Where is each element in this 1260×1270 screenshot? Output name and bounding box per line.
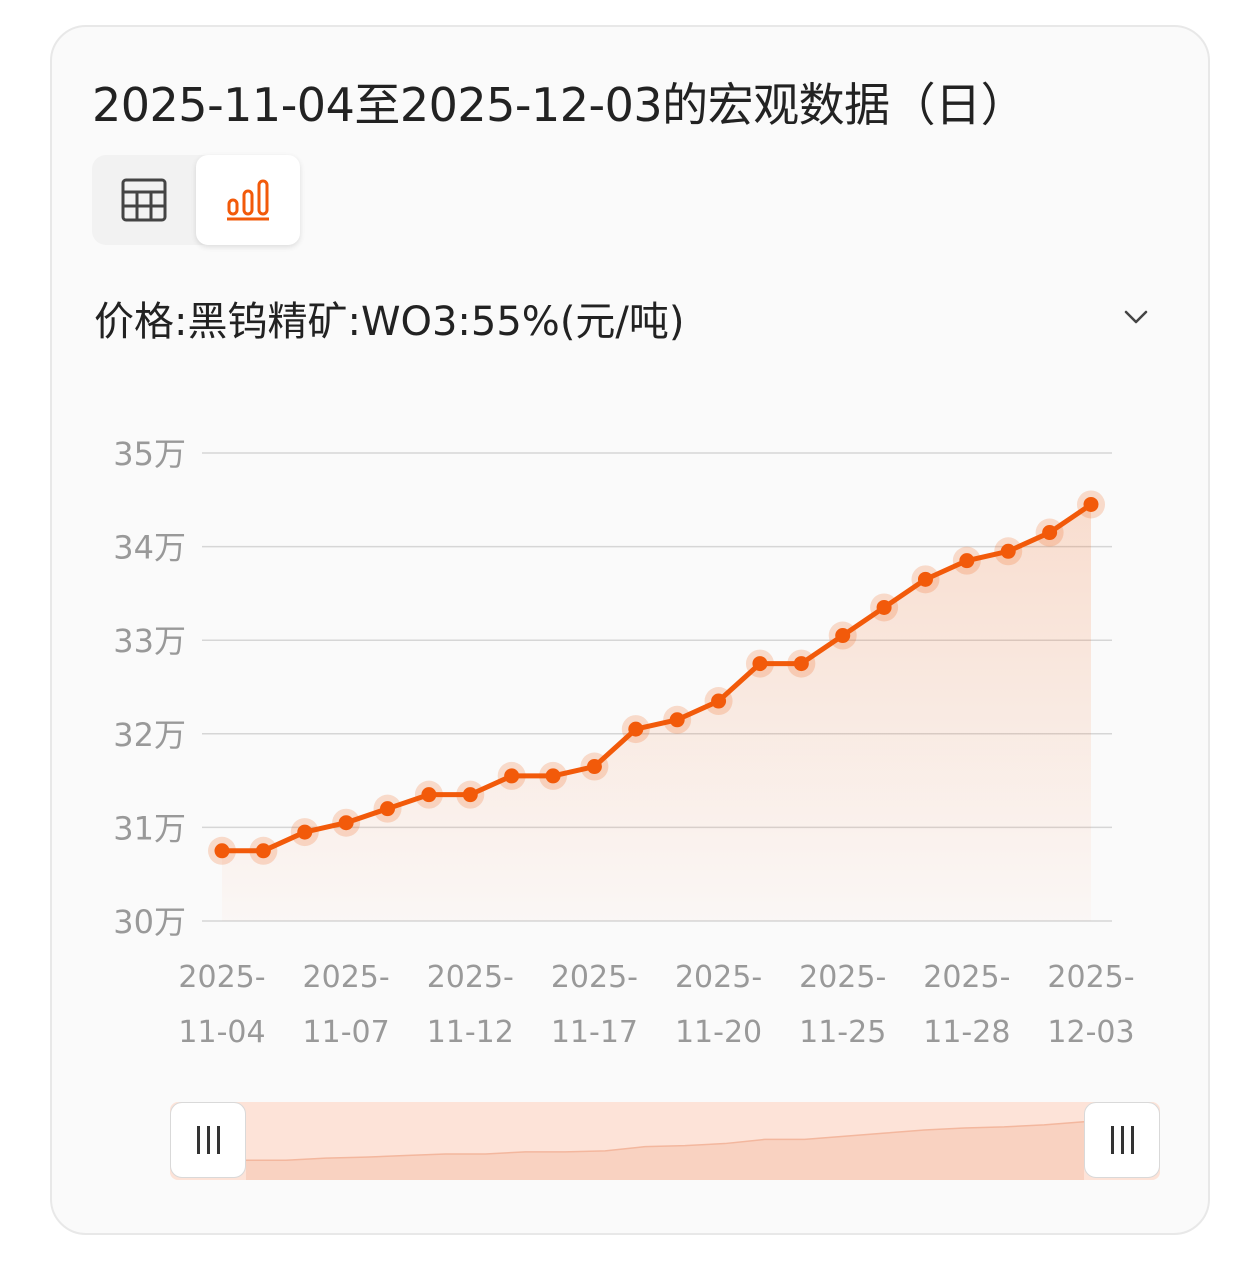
y-tick-label: 33万 — [113, 622, 186, 660]
data-point[interactable] — [290, 818, 319, 847]
page-title: 2025-11-04至2025-12-03的宏观数据（日） — [92, 78, 1027, 132]
data-point[interactable] — [497, 761, 526, 790]
data-point[interactable] — [456, 780, 485, 809]
data-point[interactable] — [414, 780, 443, 809]
data-point[interactable] — [539, 761, 568, 790]
series-selector-label: 价格:黑钨精矿:WO3:55%(元/吨) — [94, 299, 685, 345]
y-tick-label: 32万 — [113, 716, 186, 754]
data-point[interactable] — [580, 752, 609, 781]
data-point[interactable] — [208, 836, 236, 865]
data-point[interactable] — [828, 621, 857, 650]
slider-right-handle[interactable] — [1084, 1102, 1160, 1178]
data-point[interactable] — [332, 808, 361, 837]
x-tick-label: 2025-11-20 — [675, 960, 762, 1050]
x-tick-label: 2025-11-12 — [427, 960, 514, 1050]
data-point[interactable] — [704, 687, 733, 716]
slider-mini-chart — [246, 1120, 1085, 1180]
y-tick-label: 31万 — [113, 809, 186, 847]
slider-left-handle[interactable] — [170, 1102, 246, 1178]
data-point[interactable] — [373, 794, 402, 823]
slider-mini-line — [246, 1120, 1085, 1161]
data-point[interactable] — [952, 546, 981, 575]
data-point[interactable] — [621, 715, 650, 744]
area-fill — [222, 504, 1091, 921]
x-tick-label: 2025-11-28 — [923, 960, 1010, 1050]
data-point[interactable] — [994, 537, 1023, 566]
y-tick-label: 34万 — [113, 529, 186, 567]
data-points — [208, 490, 1105, 865]
slider-mini-area — [246, 1121, 1084, 1180]
data-point[interactable] — [911, 565, 940, 594]
grip-icon — [196, 1126, 220, 1154]
x-tick-label: 2025-11-04 — [178, 960, 265, 1050]
data-point[interactable] — [249, 836, 278, 865]
data-point[interactable] — [1035, 518, 1064, 547]
chart-card: 2025-11-04至2025-12-03的宏观数据（日） 价格:黑钨精矿:WO… — [50, 25, 1210, 1235]
x-tick-label: 2025-11-07 — [303, 960, 390, 1050]
view-toggle — [92, 155, 300, 245]
y-axis-ticks: 30万 31万 32万 33万 34万 35万 — [113, 435, 186, 941]
data-point[interactable] — [663, 705, 692, 734]
y-tick-label: 30万 — [113, 903, 186, 941]
table-icon — [121, 178, 167, 222]
data-point[interactable] — [1077, 490, 1105, 519]
series-line-path — [219, 501, 1094, 854]
series-line — [219, 501, 1094, 854]
data-point[interactable] — [870, 593, 899, 622]
grip-icon — [1110, 1126, 1134, 1154]
bar-chart-icon — [227, 179, 269, 221]
x-tick-label: 2025-12-03 — [1047, 960, 1134, 1050]
x-axis-ticks: 2025-11-04 2025-11-07 2025-11-12 2025-11-17… — [178, 960, 1134, 1050]
range-slider[interactable] — [170, 1102, 1160, 1180]
x-tick-label: 2025-11-17 — [551, 960, 638, 1050]
table-view-button[interactable] — [92, 155, 196, 245]
data-point[interactable] — [787, 649, 816, 678]
chevron-down-icon[interactable] — [1118, 299, 1154, 335]
chart-view-button[interactable] — [196, 155, 300, 245]
y-tick-label: 35万 — [113, 435, 186, 473]
data-point[interactable] — [745, 649, 774, 678]
series-selector[interactable]: 价格:黑钨精矿:WO3:55%(元/吨) — [94, 285, 1154, 349]
area-fill-path — [222, 504, 1091, 921]
x-tick-label: 2025-11-25 — [799, 960, 886, 1050]
